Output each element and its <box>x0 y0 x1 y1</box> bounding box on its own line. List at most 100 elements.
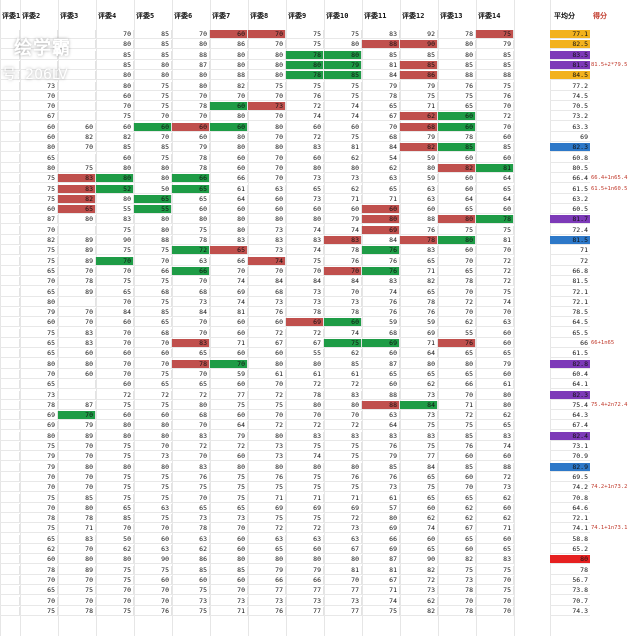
score-cell[interactable]: 60 <box>96 153 134 163</box>
score-cell[interactable]: 60 <box>96 349 134 359</box>
score-cell[interactable]: 65 <box>20 349 58 359</box>
score-cell[interactable]: 70 <box>134 112 172 122</box>
score-cell[interactable]: 83 <box>210 236 248 245</box>
score-cell[interactable]: 80 <box>210 112 248 122</box>
score-cell[interactable]: 79 <box>248 565 286 575</box>
score-cell[interactable]: 80 <box>134 71 172 81</box>
score-cell[interactable]: 70 <box>324 287 362 297</box>
score-cell[interactable] <box>0 431 20 441</box>
score-cell[interactable]: 80 <box>134 421 172 431</box>
score-cell[interactable]: 74 <box>362 596 400 606</box>
column-header-judge-8[interactable]: 评委8 <box>250 12 269 20</box>
score-cell[interactable]: 80 <box>96 163 134 173</box>
score-cell[interactable]: 85 <box>96 50 134 60</box>
column-header-judge-2[interactable]: 评委2 <box>22 12 41 20</box>
score-cell[interactable]: 72 <box>324 380 362 390</box>
score-cell[interactable]: 85 <box>134 143 172 153</box>
score-cell[interactable]: 80 <box>210 215 248 225</box>
score-cell[interactable]: 75 <box>438 225 476 235</box>
average-cell[interactable]: 70.5 <box>550 102 590 112</box>
score-cell[interactable]: 70 <box>248 91 286 101</box>
score-cell[interactable]: 65 <box>438 102 476 112</box>
score-cell[interactable]: 70 <box>134 442 172 451</box>
average-cell[interactable]: 71 <box>550 246 590 256</box>
score-cell[interactable]: 72 <box>400 575 438 585</box>
score-cell[interactable] <box>58 380 96 390</box>
average-cell[interactable]: 72 <box>550 257 590 266</box>
score-cell[interactable]: 72 <box>210 442 248 451</box>
score-cell[interactable]: 61 <box>362 493 400 503</box>
score-cell[interactable]: 75 <box>134 472 172 482</box>
score-cell[interactable]: 63 <box>286 534 324 544</box>
average-cell[interactable]: 58.8 <box>550 535 590 544</box>
score-cell[interactable]: 89 <box>58 256 96 266</box>
score-cell[interactable]: 60 <box>210 163 248 173</box>
score-cell[interactable]: 72 <box>476 277 514 287</box>
score-cell[interactable]: 75 <box>210 472 248 482</box>
score-cell[interactable]: 70 <box>96 30 134 39</box>
score-cell[interactable]: 60 <box>438 153 476 163</box>
score-cell[interactable]: 85 <box>324 71 362 81</box>
score-cell[interactable] <box>0 184 20 194</box>
score-cell[interactable]: 70 <box>134 133 172 142</box>
score-cell[interactable]: 70 <box>248 112 286 122</box>
score-cell[interactable]: 70 <box>438 308 476 318</box>
score-cell[interactable]: 73 <box>438 575 476 585</box>
score-cell[interactable]: 70 <box>58 308 96 318</box>
score-cell[interactable] <box>0 369 20 379</box>
score-cell[interactable]: 85 <box>476 143 514 153</box>
score-cell[interactable]: 80 <box>476 390 514 400</box>
score-cell[interactable]: 70 <box>248 411 286 421</box>
score-cell[interactable]: 80 <box>248 60 286 70</box>
score-cell[interactable]: 77 <box>324 606 362 616</box>
score-cell[interactable]: 67 <box>362 575 400 585</box>
score-cell[interactable]: 79 <box>324 215 362 225</box>
score-cell[interactable]: 65 <box>20 266 58 276</box>
score-cell[interactable]: 82 <box>20 236 58 245</box>
score-cell[interactable]: 73 <box>248 102 286 112</box>
score-cell[interactable]: 70 <box>96 256 134 266</box>
score-cell[interactable]: 74 <box>324 102 362 112</box>
score-cell[interactable] <box>0 256 20 266</box>
score-cell[interactable]: 73 <box>400 586 438 596</box>
score-cell[interactable]: 65 <box>438 205 476 215</box>
score-cell[interactable]: 75 <box>286 256 324 266</box>
score-cell[interactable]: 72 <box>286 380 324 390</box>
score-cell[interactable]: 75 <box>134 153 172 163</box>
score-cell[interactable]: 84 <box>248 277 286 287</box>
score-cell[interactable] <box>0 596 20 606</box>
score-cell[interactable] <box>58 91 96 101</box>
score-cell[interactable]: 70 <box>20 369 58 379</box>
score-cell[interactable]: 70 <box>438 390 476 400</box>
score-cell[interactable] <box>20 60 58 70</box>
score-cell[interactable]: 70 <box>248 40 286 50</box>
average-cell[interactable]: 64.6 <box>550 504 590 513</box>
score-cell[interactable]: 74 <box>248 256 286 266</box>
score-cell[interactable]: 72 <box>96 390 134 400</box>
score-cell[interactable]: 65 <box>400 493 438 503</box>
score-cell[interactable]: 60 <box>476 153 514 163</box>
score-cell[interactable]: 70 <box>58 266 96 276</box>
score-cell[interactable]: 67 <box>324 545 362 554</box>
score-cell[interactable]: 83 <box>362 277 400 287</box>
score-cell[interactable]: 75 <box>20 256 58 266</box>
score-cell[interactable]: 65 <box>476 184 514 194</box>
average-cell[interactable]: 77.1 <box>550 30 590 39</box>
score-cell[interactable]: 65 <box>248 545 286 554</box>
average-cell[interactable]: 82.4 <box>550 431 590 441</box>
score-cell[interactable] <box>0 225 20 235</box>
score-cell[interactable]: 70 <box>210 524 248 534</box>
score-cell[interactable]: 59 <box>400 174 438 184</box>
score-cell[interactable]: 78 <box>172 524 210 534</box>
score-cell[interactable]: 75 <box>400 421 438 431</box>
score-cell[interactable]: 73 <box>286 287 324 297</box>
score-cell[interactable]: 75 <box>476 287 514 297</box>
score-cell[interactable]: 60 <box>210 153 248 163</box>
score-cell[interactable]: 73 <box>324 596 362 606</box>
average-cell[interactable]: 73.8 <box>550 586 590 596</box>
score-cell[interactable]: 78 <box>400 297 438 307</box>
score-cell[interactable]: 63 <box>134 545 172 554</box>
score-cell[interactable]: 75 <box>134 483 172 493</box>
score-cell[interactable]: 60 <box>210 545 248 554</box>
score-cell[interactable]: 71 <box>400 102 438 112</box>
